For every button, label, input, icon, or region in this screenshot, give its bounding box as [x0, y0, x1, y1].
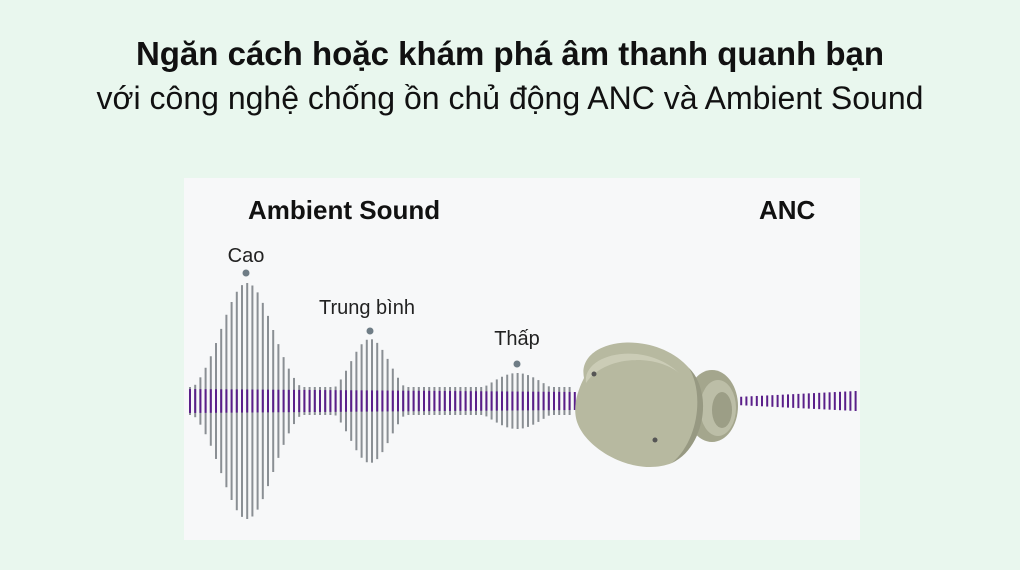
- ambient-sound-label: Ambient Sound: [248, 195, 441, 225]
- anc-sound-wave: [189, 389, 857, 413]
- level-low-label: Thấp: [494, 328, 540, 350]
- level-medium-label: Trung bình: [319, 297, 415, 319]
- earbud-image: [575, 342, 738, 467]
- subheadline: với công nghệ chống ồn chủ động ANC và A…: [96, 80, 924, 116]
- anc-label: ANC: [759, 195, 816, 225]
- level-high-label: Cao: [227, 245, 265, 267]
- level-low-marker: [513, 360, 521, 368]
- headline: Ngăn cách hoặc khám phá âm thanh quanh b…: [135, 35, 885, 72]
- level-medium-marker: [366, 327, 374, 335]
- illustration-panel: [184, 178, 860, 540]
- level-high-marker: [242, 269, 250, 277]
- sound-wave-graphic: [189, 283, 857, 519]
